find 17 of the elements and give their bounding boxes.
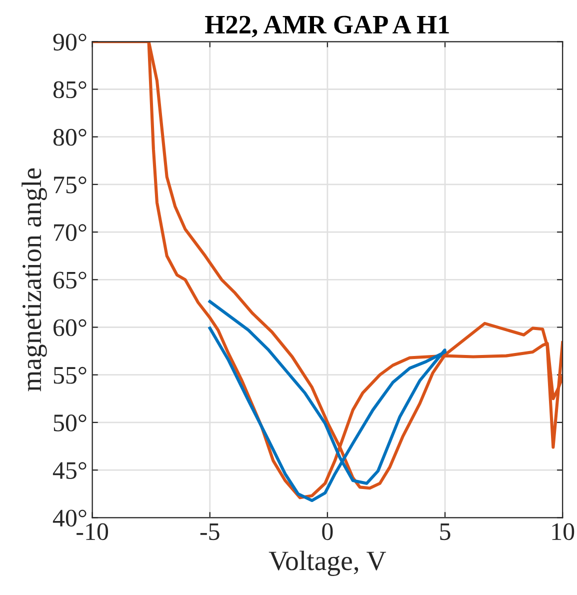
x-tick-label: -5 bbox=[200, 523, 220, 540]
y-axis-title: magnetization angle bbox=[22, 168, 47, 392]
y-tick-label: 90° bbox=[53, 34, 86, 51]
y-tick-label: 70° bbox=[54, 224, 86, 241]
y-tick-label: 65° bbox=[54, 272, 86, 289]
x-axis-title: Voltage, V bbox=[268, 550, 386, 576]
y-tick-label: 50° bbox=[54, 414, 86, 432]
y-tick-label: 75° bbox=[54, 176, 86, 194]
x-tick-label: 5 bbox=[440, 523, 450, 540]
x-tick-label: 10 bbox=[552, 523, 574, 540]
y-tick-label: 55° bbox=[54, 366, 86, 384]
y-tick-label: 80° bbox=[53, 128, 86, 146]
y-tick-label: 85° bbox=[53, 81, 86, 98]
y-tick-label: 60° bbox=[54, 319, 86, 336]
x-tick-label: 0 bbox=[322, 523, 333, 540]
y-tick-label: 45° bbox=[52, 462, 86, 479]
chart-title: H22, AMR GAP A H1 bbox=[205, 16, 449, 38]
